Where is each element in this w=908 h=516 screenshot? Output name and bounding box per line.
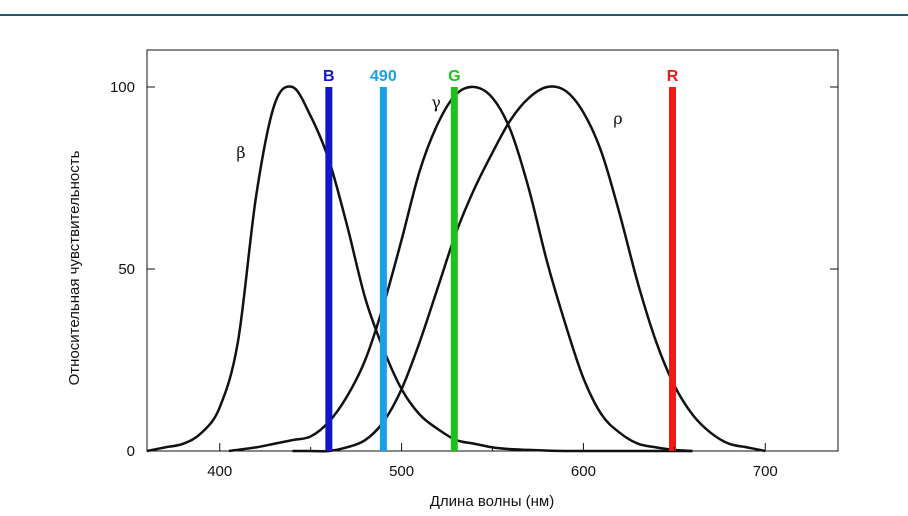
curves-group: β γ ρ bbox=[146, 85, 766, 453]
marker-line-1 bbox=[379, 87, 387, 451]
y-tick-label-0: 0 bbox=[127, 443, 135, 460]
series-label-1: γ bbox=[431, 93, 441, 112]
x-tick-label-3: 700 bbox=[753, 463, 778, 480]
series-label-2: ρ bbox=[613, 109, 622, 128]
marker-label-0: B bbox=[323, 68, 335, 85]
marker-line-0 bbox=[325, 87, 333, 451]
ticks-group: 400 500 600 700 0 50 100 bbox=[110, 79, 838, 480]
marker-label-1: 490 bbox=[370, 68, 397, 85]
series-label-0: β bbox=[236, 143, 245, 162]
series-line-1 bbox=[228, 85, 693, 453]
x-tick-label-2: 600 bbox=[571, 463, 596, 480]
y-tick-label-1: 50 bbox=[118, 261, 135, 278]
x-tick-label-0: 400 bbox=[207, 463, 232, 480]
marker-label-3: R bbox=[667, 68, 679, 85]
y-tick-label-2: 100 bbox=[110, 79, 135, 96]
marker-label-2: G bbox=[448, 68, 460, 85]
marker-line-2 bbox=[450, 87, 458, 451]
plot-frame bbox=[146, 49, 839, 452]
series-line-0 bbox=[146, 85, 693, 453]
x-axis-label: Длина волны (нм) bbox=[430, 493, 554, 510]
markers-group: B 490 G R bbox=[323, 68, 679, 451]
top-rule bbox=[0, 14, 908, 16]
series-line-2 bbox=[292, 85, 766, 453]
marker-line-3 bbox=[669, 87, 677, 451]
y-axis-label: Относительная чувствительность bbox=[66, 150, 83, 385]
x-tick-label-1: 500 bbox=[389, 463, 414, 480]
